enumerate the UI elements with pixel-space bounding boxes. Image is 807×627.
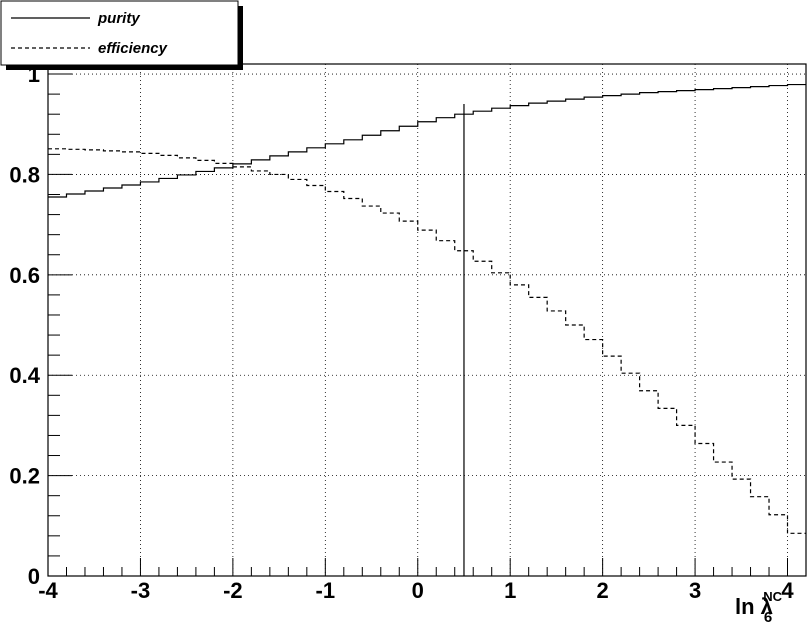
- y-tick-label: 0.6: [9, 263, 40, 288]
- series-purity: [48, 85, 806, 197]
- x-tick-label: 4: [781, 578, 794, 603]
- y-tick-label: 0.2: [9, 464, 40, 489]
- x-tick-label: -4: [38, 578, 58, 603]
- plot-frame: [48, 64, 806, 576]
- x-axis-title-superscript: NC: [763, 589, 782, 604]
- tick-labels: -4 -3 -2 -1 0 1 2 3 400.20.40.60.81: [9, 62, 794, 603]
- x-tick-label: -2: [223, 578, 243, 603]
- grid: [48, 64, 806, 576]
- x-tick-label: 3: [689, 578, 701, 603]
- x-tick-label: 0: [412, 578, 424, 603]
- x-axis-title: ln λ6NC: [735, 589, 783, 626]
- series-layer: [48, 85, 806, 534]
- legend-purity-label: purity: [97, 10, 140, 27]
- x-tick-label: 2: [597, 578, 609, 603]
- y-tick-label: 0.8: [9, 162, 40, 187]
- legend: purity efficiency: [1, 1, 243, 70]
- x-tick-label: -1: [316, 578, 336, 603]
- y-tick-label: 0.4: [9, 363, 40, 388]
- legend-efficiency-label: efficiency: [98, 40, 168, 57]
- x-tick-label: 1: [504, 578, 516, 603]
- axes: [48, 64, 806, 576]
- x-tick-label: -3: [131, 578, 151, 603]
- x-axis-title-subscript: 6: [764, 609, 772, 626]
- y-tick-label: 0: [28, 564, 40, 589]
